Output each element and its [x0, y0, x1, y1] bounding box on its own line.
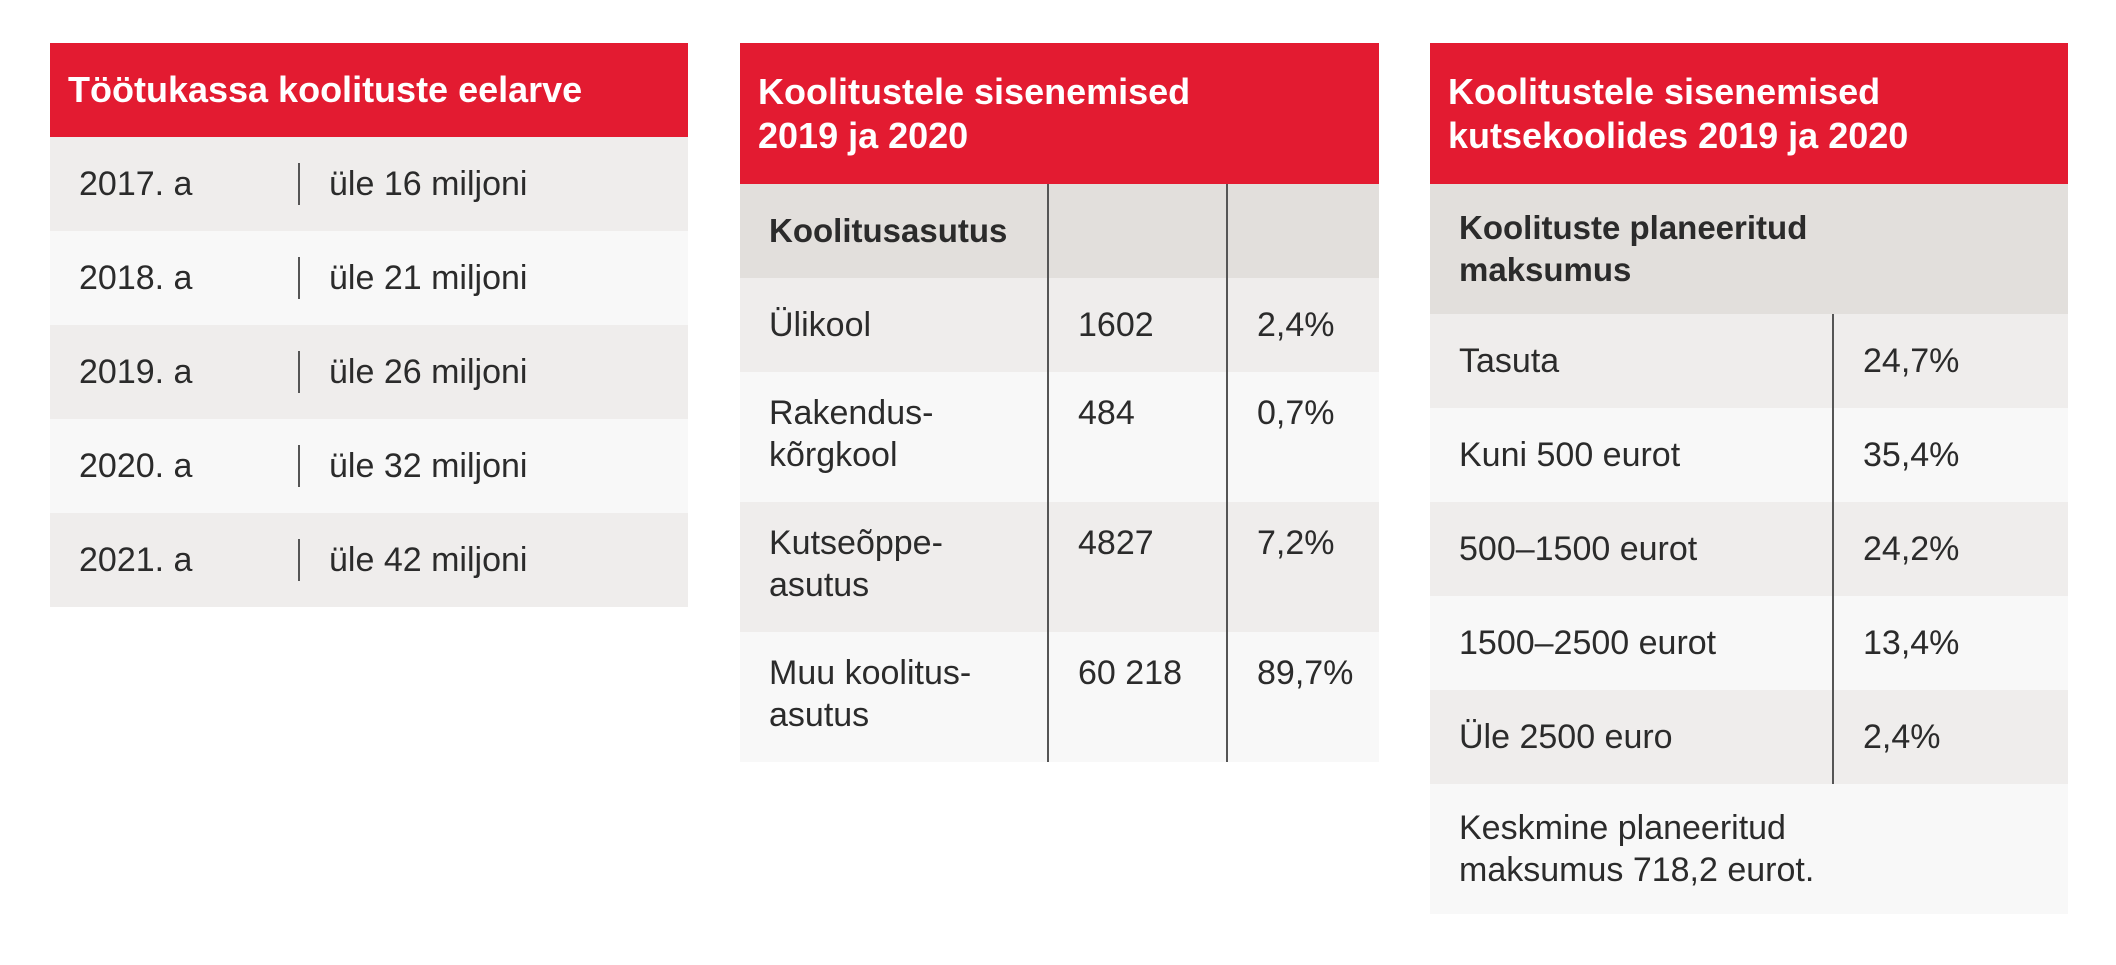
- share-cell: 35,4%: [1832, 408, 2068, 502]
- institution-cell: Rakendus- kõrgkool: [769, 394, 934, 474]
- entries-table: Koolitustele sisenemised 2019 ja 2020 Ko…: [740, 43, 1379, 762]
- column-header-cost: Koolituste planeeritud maksumus: [1459, 209, 1808, 288]
- table-row: 2019. a üle 26 miljoni: [50, 325, 688, 419]
- share-cell: 0,7%: [1226, 372, 1379, 502]
- table-row: Tasuta 24,7%: [1430, 314, 2068, 408]
- vocational-table-title: Koolitustele sisenemised kutsekoolides 2…: [1430, 43, 2068, 184]
- count-cell: 4827: [1047, 502, 1226, 632]
- table-row: 2018. a üle 21 miljoni: [50, 231, 688, 325]
- share-cell: 89,7%: [1226, 632, 1379, 762]
- vocational-table: Koolitustele sisenemised kutsekoolides 2…: [1430, 43, 2068, 914]
- share-cell: 13,4%: [1832, 596, 2068, 690]
- table-row: Rakendus- kõrgkool 484 0,7%: [740, 372, 1379, 502]
- count-cell: 60 218: [1047, 632, 1226, 762]
- cost-label-cell: 1500–2500 eurot: [1459, 624, 1717, 662]
- entries-table-title: Koolitustele sisenemised 2019 ja 2020: [740, 43, 1379, 184]
- table-row: 2017. a üle 16 miljoni: [50, 137, 688, 231]
- share-cell: 24,7%: [1832, 314, 2068, 408]
- year-cell: 2018. a: [79, 259, 193, 297]
- cost-label-cell: Üle 2500 euro: [1459, 718, 1673, 756]
- amount-cell: üle 16 miljoni: [298, 163, 688, 205]
- table-row: 2021. a üle 42 miljoni: [50, 513, 688, 607]
- amount-cell: üle 21 miljoni: [298, 257, 688, 299]
- year-cell: 2020. a: [79, 447, 193, 485]
- table-row: Muu koolitus- asutus 60 218 89,7%: [740, 632, 1379, 762]
- table-row: 2020. a üle 32 miljoni: [50, 419, 688, 513]
- table-row: Kuni 500 eurot 35,4%: [1430, 408, 2068, 502]
- table-row: 500–1500 eurot 24,2%: [1430, 502, 2068, 596]
- count-cell: 1602: [1047, 278, 1226, 372]
- share-cell: 7,2%: [1226, 502, 1379, 632]
- institution-cell: Kutseõppe- asutus: [769, 524, 943, 604]
- column-header-share: [1226, 184, 1379, 278]
- budget-table-title: Töötukassa koolituste eelarve: [50, 43, 688, 137]
- share-cell: 2,4%: [1832, 690, 2068, 784]
- amount-cell: üle 42 miljoni: [298, 539, 688, 581]
- budget-table: Töötukassa koolituste eelarve 2017. a ül…: [50, 43, 688, 607]
- cost-label-cell: Tasuta: [1459, 342, 1560, 380]
- amount-cell: üle 26 miljoni: [298, 351, 688, 393]
- count-cell: 484: [1047, 372, 1226, 502]
- share-cell: 2,4%: [1226, 278, 1379, 372]
- table-row: Üle 2500 euro 2,4%: [1430, 690, 2068, 784]
- cost-label-cell: 500–1500 eurot: [1459, 530, 1698, 568]
- share-cell: 24,2%: [1832, 502, 2068, 596]
- table-header-row: Koolituste planeeritud maksumus: [1430, 184, 2068, 314]
- table-row: 1500–2500 eurot 13,4%: [1430, 596, 2068, 690]
- column-header-count: [1047, 184, 1226, 278]
- column-header-institution: Koolitusasutus: [769, 212, 1008, 249]
- cost-label-cell: Kuni 500 eurot: [1459, 436, 1681, 474]
- institution-cell: Muu koolitus- asutus: [769, 654, 972, 734]
- institution-cell: Ülikool: [769, 306, 872, 344]
- amount-cell: üle 32 miljoni: [298, 445, 688, 487]
- year-cell: 2017. a: [79, 165, 193, 203]
- table-row: Ülikool 1602 2,4%: [740, 278, 1379, 372]
- table-row: Kutseõppe- asutus 4827 7,2%: [740, 502, 1379, 632]
- table-header-row: Koolitusasutus: [740, 184, 1379, 278]
- year-cell: 2019. a: [79, 353, 193, 391]
- year-cell: 2021. a: [79, 541, 193, 579]
- average-cost-note: Keskmine planeeritud maksumus 718,2 euro…: [1430, 784, 2068, 914]
